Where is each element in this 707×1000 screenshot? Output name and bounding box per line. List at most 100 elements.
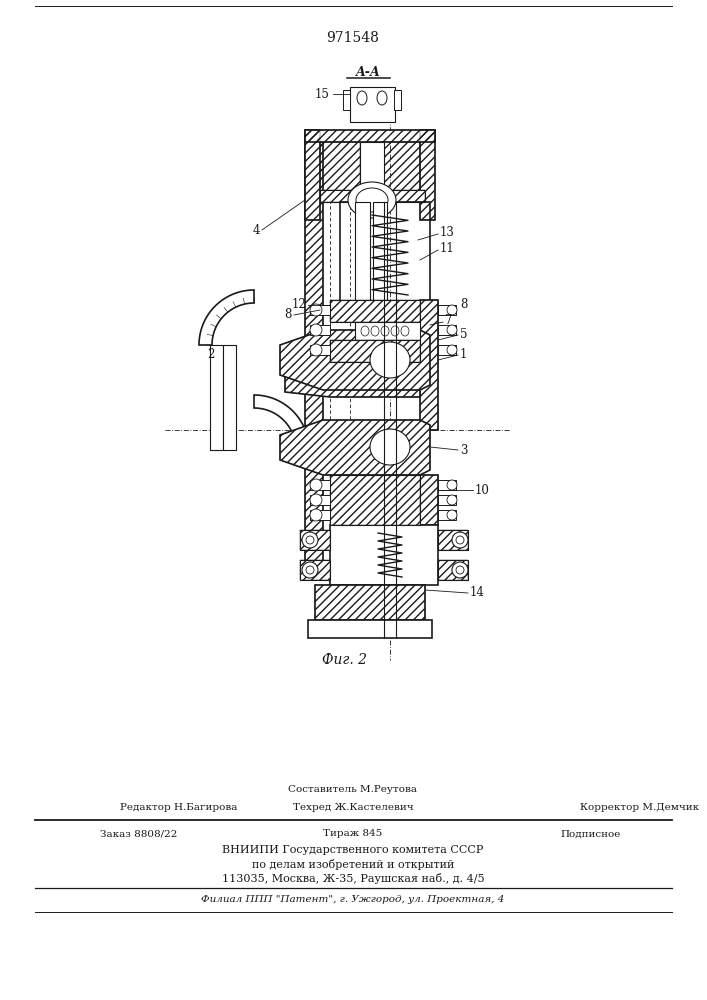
Bar [330, 300, 420, 322]
Polygon shape [199, 290, 254, 345]
Ellipse shape [361, 326, 369, 336]
Bar [305, 135, 323, 565]
Bar [438, 325, 456, 335]
Ellipse shape [310, 494, 322, 506]
Text: 8: 8 [460, 298, 467, 312]
Bar [373, 202, 387, 302]
Ellipse shape [452, 532, 468, 548]
Text: 15: 15 [315, 88, 330, 101]
Ellipse shape [447, 325, 457, 335]
Bar [223, 345, 236, 450]
Text: ВНИИПИ Государственного комитета СССР: ВНИИПИ Государственного комитета СССР [222, 845, 484, 855]
Text: Тираж 845: Тираж 845 [323, 830, 382, 838]
Bar [308, 620, 432, 638]
Text: Составитель М.Реутова: Составитель М.Реутова [288, 786, 418, 794]
Text: Корректор М.Демчик: Корректор М.Демчик [580, 804, 699, 812]
Bar [210, 345, 223, 450]
Ellipse shape [447, 305, 457, 315]
Bar [438, 345, 456, 355]
Bar [350, 87, 395, 122]
Polygon shape [280, 420, 430, 475]
Bar [330, 340, 420, 362]
Bar [310, 305, 330, 315]
Ellipse shape [306, 536, 314, 544]
Bar [310, 480, 330, 490]
Ellipse shape [370, 342, 410, 378]
Bar [343, 90, 350, 110]
Bar [305, 130, 320, 220]
Text: 13: 13 [440, 226, 455, 238]
Bar [330, 475, 420, 525]
Text: 7: 7 [445, 314, 452, 326]
Text: 12: 12 [291, 298, 306, 312]
Text: 2: 2 [208, 349, 215, 361]
Ellipse shape [447, 345, 457, 355]
Ellipse shape [381, 326, 389, 336]
Bar [420, 300, 438, 430]
Bar [438, 510, 456, 520]
Text: 5: 5 [460, 328, 467, 342]
Text: 14: 14 [470, 586, 485, 599]
Ellipse shape [357, 91, 367, 105]
Bar [360, 142, 384, 197]
Bar [315, 585, 425, 620]
Text: 8: 8 [285, 308, 292, 322]
Text: 113035, Москва, Ж-35, Раушская наб., д. 4/5: 113035, Москва, Ж-35, Раушская наб., д. … [222, 872, 484, 884]
Ellipse shape [356, 188, 388, 212]
Text: Редактор Н.Багирова: Редактор Н.Багирова [120, 804, 238, 812]
Ellipse shape [447, 480, 457, 490]
Bar [420, 475, 438, 525]
Text: 11: 11 [440, 241, 455, 254]
Bar [300, 560, 330, 580]
Text: 3: 3 [460, 444, 467, 456]
Ellipse shape [456, 566, 464, 574]
Text: 971548: 971548 [327, 31, 380, 45]
Ellipse shape [370, 429, 410, 465]
Text: Фиг. 2: Фиг. 2 [322, 653, 368, 667]
Bar [438, 495, 456, 505]
Ellipse shape [371, 326, 379, 336]
Ellipse shape [377, 91, 387, 105]
Bar [300, 530, 330, 550]
Ellipse shape [391, 326, 399, 336]
Bar [438, 305, 456, 315]
Bar [340, 202, 430, 302]
Ellipse shape [401, 326, 409, 336]
Ellipse shape [452, 562, 468, 578]
Bar [310, 325, 330, 335]
Polygon shape [280, 330, 430, 390]
Text: по делам изобретений и открытий: по делам изобретений и открытий [252, 858, 454, 869]
Polygon shape [285, 362, 420, 397]
Text: Филиал ППП "Патент", г. Ужгород, ул. Проектная, 4: Филиал ППП "Патент", г. Ужгород, ул. Про… [201, 896, 505, 904]
Ellipse shape [302, 532, 318, 548]
Ellipse shape [310, 304, 322, 316]
Ellipse shape [310, 479, 322, 491]
Ellipse shape [447, 495, 457, 505]
Bar [320, 190, 425, 202]
Bar [394, 90, 401, 110]
Text: Заказ 8808/22: Заказ 8808/22 [100, 830, 177, 838]
Bar [420, 130, 435, 220]
Bar [330, 525, 438, 585]
Bar [305, 130, 435, 142]
Ellipse shape [456, 536, 464, 544]
Text: 4: 4 [252, 224, 260, 236]
Ellipse shape [348, 182, 396, 218]
Bar [438, 480, 456, 490]
Bar [438, 530, 468, 550]
Polygon shape [254, 395, 309, 450]
Text: A-A: A-A [356, 66, 380, 79]
Ellipse shape [302, 562, 318, 578]
Bar [310, 345, 330, 355]
Bar [310, 495, 330, 505]
Bar [355, 322, 420, 340]
Bar [310, 510, 330, 520]
Text: 1: 1 [460, 349, 467, 361]
Ellipse shape [447, 510, 457, 520]
Ellipse shape [310, 324, 322, 336]
Ellipse shape [306, 566, 314, 574]
Text: Подписное: Подписное [560, 830, 620, 838]
Ellipse shape [310, 509, 322, 521]
Text: 10: 10 [475, 484, 490, 496]
Ellipse shape [310, 344, 322, 356]
